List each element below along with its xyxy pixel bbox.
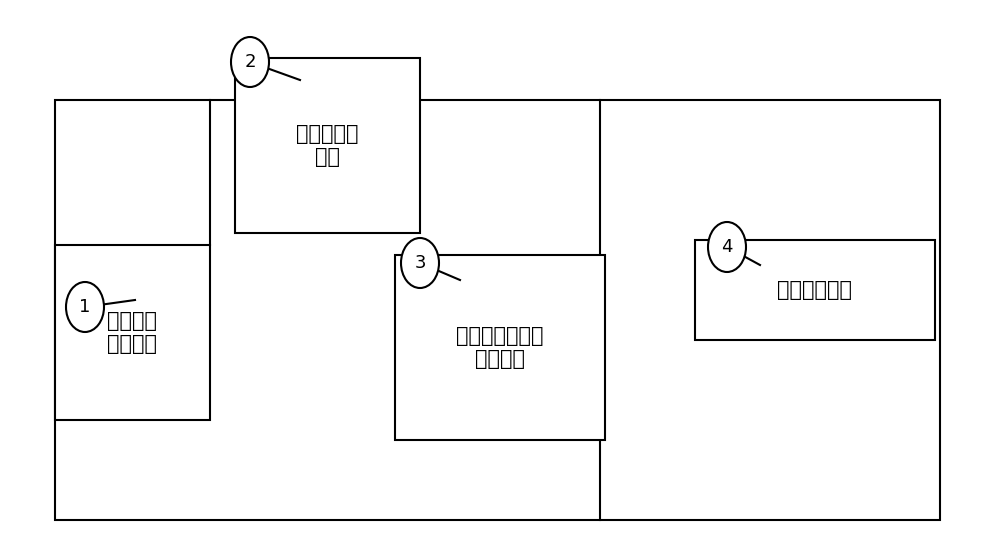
Text: 3: 3 <box>414 254 426 272</box>
Ellipse shape <box>231 37 269 87</box>
Bar <box>695 240 935 340</box>
Bar <box>235 58 420 233</box>
Ellipse shape <box>708 222 746 272</box>
Text: 局放检测装置及
软件系统: 局放检测装置及 软件系统 <box>456 326 544 369</box>
Text: 4: 4 <box>721 238 733 256</box>
Bar <box>55 245 210 420</box>
Text: 2: 2 <box>244 53 256 71</box>
Text: 系统电源
控制主机: 系统电源 控制主机 <box>108 311 158 354</box>
Bar <box>395 255 605 440</box>
Text: 被测电缆试品: 被测电缆试品 <box>778 280 852 300</box>
Ellipse shape <box>401 238 439 288</box>
Bar <box>55 100 940 520</box>
Text: 1: 1 <box>79 298 91 316</box>
Ellipse shape <box>66 282 104 332</box>
Text: 高压电抗器
单元: 高压电抗器 单元 <box>296 124 359 167</box>
